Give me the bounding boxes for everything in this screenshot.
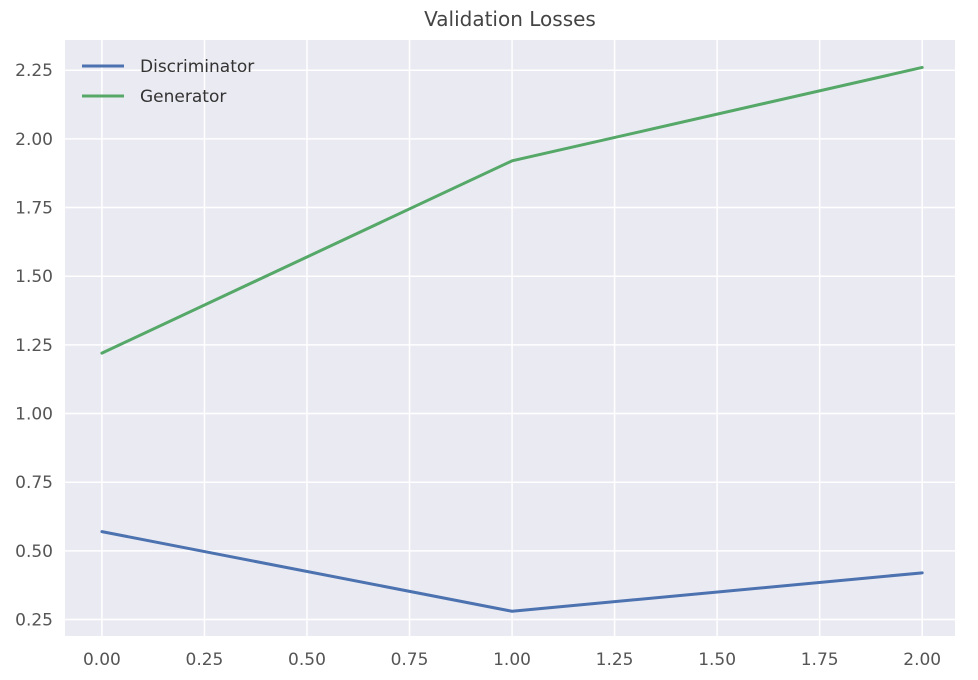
x-tick-label: 1.75 [801,650,839,670]
x-tick-label: 1.00 [493,650,531,670]
y-tick-label: 1.50 [15,267,53,287]
plot-area [65,40,955,636]
series-lines [100,65,924,613]
y-tick-label: 1.25 [15,336,53,356]
series-line-generator [100,65,924,355]
x-tick-label: 0.25 [186,650,224,670]
y-tick-label: 2.00 [15,130,53,150]
x-axis-ticks: 0.00 0.25 0.50 0.75 1.00 1.25 1.50 1.75 2.00 [83,650,941,670]
x-tick-label: 0.00 [83,650,121,670]
chart-title: Validation Losses [424,7,596,31]
y-tick-label: 1.00 [15,405,53,425]
grid-lines [65,40,955,636]
series-line-discriminator [100,530,924,613]
legend-label-generator: Generator [140,87,226,107]
y-tick-label: 1.75 [15,199,53,219]
x-tick-label: 1.50 [698,650,736,670]
x-tick-label: 1.25 [596,650,634,670]
x-tick-label: 2.00 [903,650,941,670]
y-axis-ticks: 0.25 0.50 0.75 1.00 1.25 1.50 1.75 2.00 2.25 [15,61,53,630]
legend-label-discriminator: Discriminator [140,57,254,77]
y-tick-label: 0.25 [15,611,53,631]
legend: Discriminator Generator [82,57,254,107]
y-tick-label: 0.75 [15,473,53,493]
x-tick-label: 0.75 [391,650,429,670]
x-tick-label: 0.50 [288,650,326,670]
y-tick-label: 0.50 [15,542,53,562]
y-tick-label: 2.25 [15,61,53,81]
